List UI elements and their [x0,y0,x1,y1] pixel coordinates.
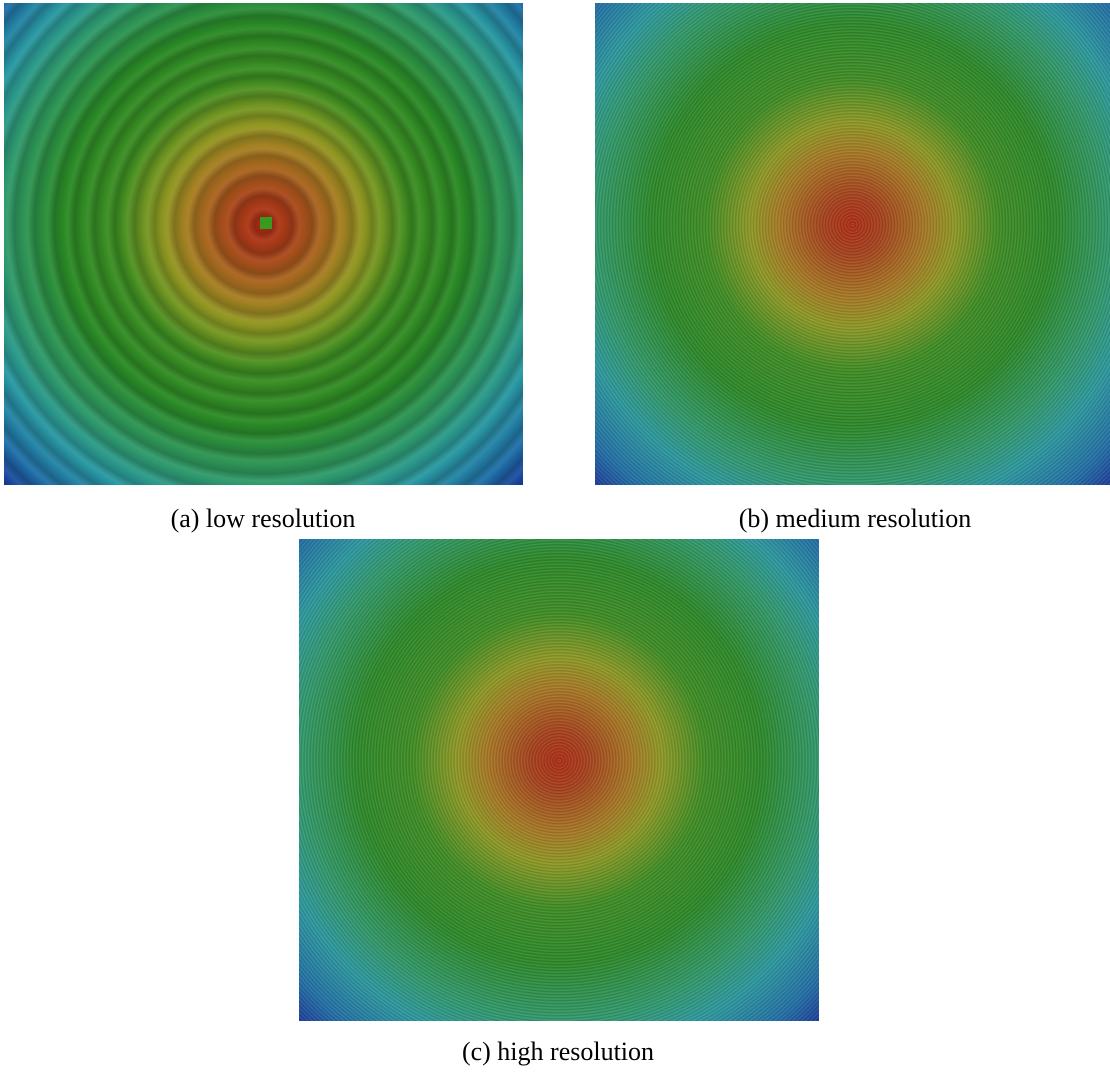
caption: (c) high resolution [308,1037,808,1067]
panel-a-image [4,3,523,485]
center-pixel [260,217,272,229]
panel-b-image [595,3,1110,485]
texture [595,3,1110,485]
texture [299,539,819,1021]
panel-c-image [299,539,819,1021]
figure: (a) low resolution (b) medium resolution… [0,0,1110,1072]
caption: (a) low resolution [13,504,513,534]
caption: (b) medium resolution [605,504,1105,534]
texture [4,3,523,485]
